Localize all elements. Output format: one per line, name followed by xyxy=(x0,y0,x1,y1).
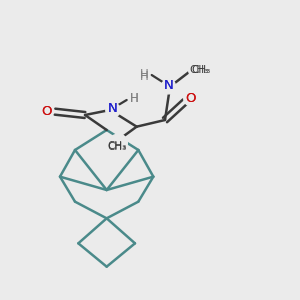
Text: CH₃: CH₃ xyxy=(191,65,210,75)
Circle shape xyxy=(39,104,53,119)
Text: O: O xyxy=(41,105,51,118)
Text: O: O xyxy=(186,92,196,105)
Circle shape xyxy=(161,80,176,94)
Text: O: O xyxy=(186,92,196,105)
Text: N: N xyxy=(164,79,173,92)
Text: N: N xyxy=(164,79,173,92)
Text: N: N xyxy=(108,102,118,115)
Text: H: H xyxy=(130,92,139,105)
Text: O: O xyxy=(41,105,51,118)
Text: CH₃: CH₃ xyxy=(107,141,127,151)
Circle shape xyxy=(106,103,120,117)
Text: CH₃: CH₃ xyxy=(190,65,209,75)
Text: N: N xyxy=(108,102,118,115)
Text: H: H xyxy=(130,92,139,105)
Circle shape xyxy=(139,70,150,80)
Text: H: H xyxy=(140,70,148,83)
Circle shape xyxy=(189,61,207,79)
Circle shape xyxy=(184,92,198,106)
Text: CH₃: CH₃ xyxy=(107,142,127,152)
Circle shape xyxy=(129,94,140,105)
Text: H: H xyxy=(140,68,148,82)
Circle shape xyxy=(109,134,127,152)
